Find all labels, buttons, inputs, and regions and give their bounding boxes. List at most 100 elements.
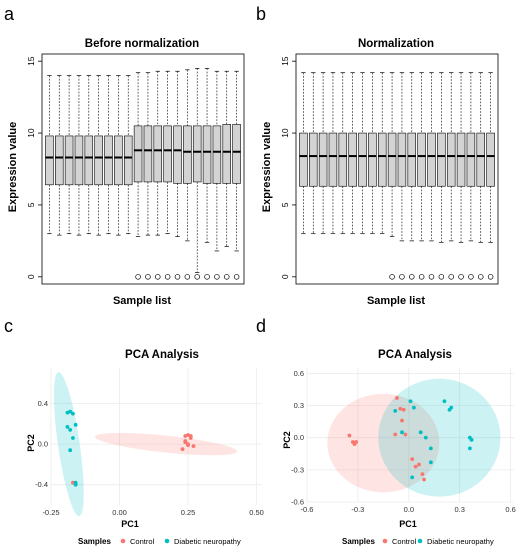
y-tick-label: -0.3: [291, 465, 304, 474]
legend-c: Samples Control Diabetic neuropathy: [78, 537, 241, 546]
box-body: [309, 132, 318, 187]
y-tick-label: 0.0: [38, 440, 48, 449]
outlier-point: [458, 274, 464, 280]
outlier-point: [233, 274, 240, 280]
y-tick-label: 0.6: [294, 369, 304, 378]
confidence-ellipse: [378, 378, 501, 497]
data-point: [186, 443, 190, 448]
data-point: [71, 436, 75, 440]
x-tick-label: 0.3: [454, 505, 464, 514]
data-point: [469, 437, 474, 442]
legend-label-dn-d: Diabetic neuropathy: [427, 537, 494, 546]
box-11: [143, 72, 153, 280]
outlier-point: [194, 274, 200, 280]
data-point: [400, 418, 404, 423]
box-19: [222, 70, 231, 280]
box-body: [232, 124, 241, 184]
box-body: [427, 132, 436, 187]
box-body: [45, 135, 54, 186]
pca-panel-c: PCA Analysis -0.25 0.00 0.25 0.50 -0.4 0.0 0.4…: [26, 349, 264, 546]
y-tick-label: 0: [26, 274, 36, 279]
data-point: [347, 433, 352, 438]
x-tick-label: -0.3: [351, 505, 364, 514]
legend-label-control-d: Control: [392, 537, 417, 546]
x-tick-label: 0.50: [249, 508, 264, 517]
box-6: [348, 72, 357, 235]
data-point: [442, 399, 447, 404]
box-body: [94, 135, 103, 186]
x-tick-label: 0.6: [505, 505, 515, 514]
data-point: [73, 482, 78, 487]
legend-title-c: Samples: [78, 537, 111, 546]
box-body: [397, 132, 407, 187]
series-points: [71, 433, 196, 485]
series-points: [393, 399, 474, 480]
y-tick-label: 0.4: [38, 399, 48, 408]
plot-background: [307, 368, 514, 502]
box-body: [212, 125, 222, 184]
outlier-point: [428, 274, 435, 280]
series-points: [347, 396, 426, 482]
boxplot-panel-b: Normalization 0 5 10 15 Sample list Express…: [261, 38, 499, 307]
legend-d: Samples Control Diabetic neuropathy: [342, 537, 494, 546]
plot-area-a: 0 5 10 15: [26, 53, 245, 285]
box-body: [318, 132, 328, 187]
x-axis-label-a: Sample list: [113, 295, 171, 307]
outlier-point: [214, 274, 220, 280]
data-point: [180, 447, 185, 452]
box-2: [309, 72, 318, 235]
data-point: [398, 406, 403, 411]
panel-label-b: b: [256, 4, 266, 24]
box-body: [407, 132, 417, 187]
box-body: [192, 125, 202, 183]
box-body: [153, 125, 163, 183]
y-axis-label-c: PC2: [26, 434, 36, 452]
box-12: [153, 70, 163, 280]
box-16: [446, 72, 456, 280]
x-axis-label-d: PC1: [399, 519, 417, 529]
data-point: [417, 462, 421, 467]
y-axis-label-a: Expression value: [7, 122, 19, 213]
box-body: [74, 135, 84, 186]
box-body: [55, 135, 64, 186]
box-body: [328, 132, 338, 187]
outlier-point: [155, 274, 161, 280]
data-point: [68, 409, 73, 414]
box-17: [456, 72, 466, 280]
box-14: [427, 72, 436, 280]
data-point: [188, 434, 193, 438]
box-body: [104, 135, 113, 186]
data-point: [68, 428, 73, 432]
box-12: [407, 72, 417, 280]
box-7: [358, 72, 367, 235]
box-body: [456, 132, 466, 187]
box-9: [377, 72, 387, 235]
box-body: [64, 135, 74, 186]
box-body: [348, 132, 357, 187]
plot-frame: [295, 53, 499, 285]
x-tick-label: -0.6: [301, 505, 314, 514]
data-point: [411, 405, 416, 410]
panel-label-c: c: [4, 316, 13, 336]
box-4: [74, 75, 84, 236]
box-13: [417, 72, 426, 280]
data-point: [65, 424, 70, 429]
legend-swatch-dn-c: [164, 538, 170, 544]
box-body: [114, 135, 123, 186]
y-tick-label: 0: [280, 274, 290, 279]
box-14: [173, 70, 182, 280]
confidence-ellipse: [327, 393, 440, 493]
y-tick-label: 15: [280, 56, 290, 66]
data-point: [354, 440, 359, 444]
y-tick-label: -0.6: [291, 498, 304, 507]
box-body: [202, 125, 212, 184]
outlier-point: [448, 274, 454, 280]
legend-label-dn-c: Diabetic neuropathy: [174, 537, 241, 546]
box-body: [377, 132, 387, 187]
data-point: [413, 464, 418, 469]
box-19: [476, 72, 485, 280]
box-5: [84, 75, 94, 235]
series-points: [65, 409, 78, 487]
box-10: [133, 72, 143, 280]
y-axis-label-d: PC2: [282, 431, 292, 449]
